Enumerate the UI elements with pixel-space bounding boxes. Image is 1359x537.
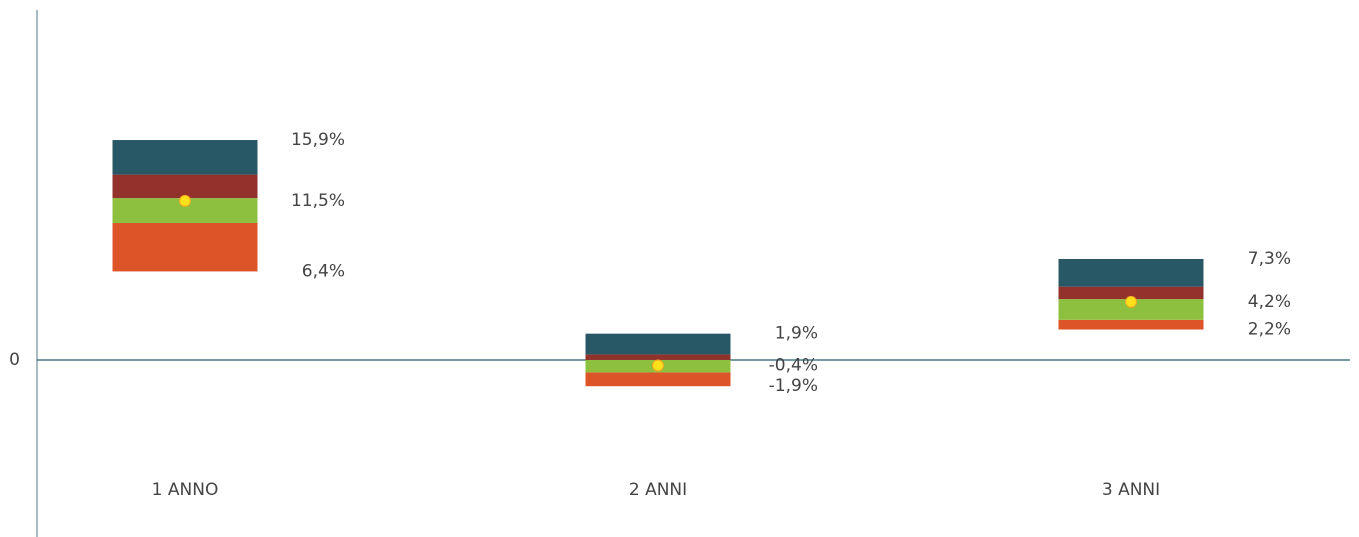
high-label: 1,9% <box>775 324 818 344</box>
median-dot <box>179 194 191 207</box>
low-label: 6,4% <box>302 261 345 281</box>
bar-segment <box>112 140 258 175</box>
high-label: 15,9% <box>291 130 345 150</box>
bar-segment <box>1058 258 1204 287</box>
bar-segment <box>585 372 731 387</box>
bar-segment <box>585 354 731 360</box>
median-label: 4,2% <box>1248 292 1291 312</box>
low-label: 2,2% <box>1248 320 1291 340</box>
median-label: -0,4% <box>769 355 818 375</box>
bar-segment <box>1058 319 1204 330</box>
bar-segment <box>112 174 258 199</box>
median-dot <box>652 359 664 372</box>
bar-segment <box>1058 286 1204 300</box>
bar-segment <box>1058 299 1204 320</box>
x-tick-label: 2 ANNI <box>629 480 687 500</box>
high-label: 7,3% <box>1248 249 1291 269</box>
y-tick-label: 0 <box>9 350 20 370</box>
median-dot <box>1125 295 1137 308</box>
bar-segment <box>112 223 258 272</box>
bar-segment <box>585 333 731 355</box>
x-tick-label: 3 ANNI <box>1102 480 1160 500</box>
x-tick-label: 1 ANNO <box>152 480 219 500</box>
low-label: -1,9% <box>769 376 818 396</box>
median-label: 11,5% <box>291 191 345 211</box>
